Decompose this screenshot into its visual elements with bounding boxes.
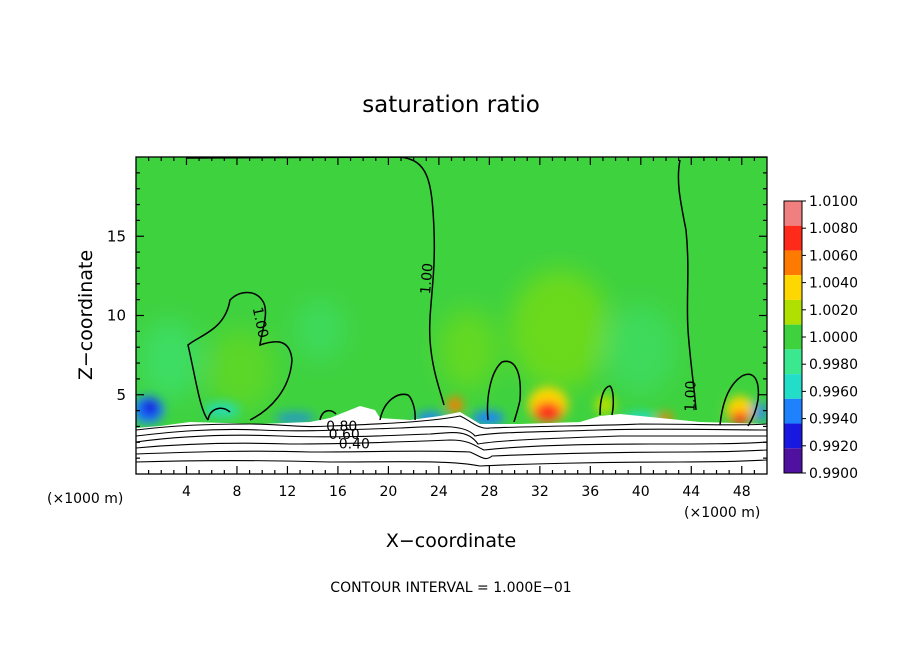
colorbar-label: 1.0060	[809, 248, 858, 264]
x-tick-label: 32	[531, 484, 549, 500]
x-tick-label: 28	[480, 484, 498, 500]
x-unit-left: (×1000 m)	[47, 491, 123, 507]
y-axis-label: Z−coordinate	[75, 250, 97, 380]
x-tick-label: 12	[279, 484, 297, 500]
colorbar-label: 0.9900	[809, 466, 858, 482]
x-tick-label: 44	[682, 484, 700, 500]
x-tick-label: 24	[430, 484, 448, 500]
y-tick-label: 10	[107, 307, 126, 325]
colorbar-label: 0.9940	[809, 412, 858, 428]
colorbar-swatch	[784, 275, 802, 300]
colorbar-swatch	[784, 250, 802, 276]
ground-contours	[136, 415, 767, 467]
colorbar-swatch	[784, 299, 802, 325]
contour-label: 1.00	[418, 262, 437, 294]
colorbar-swatch	[784, 448, 802, 473]
colorbar-label: 1.0100	[809, 194, 858, 210]
contour-label: 0.80	[326, 419, 357, 435]
x-tick-label: 36	[581, 484, 599, 500]
y-tick-labels: 5 10 15	[107, 227, 126, 404]
contour-label: 0.40	[339, 437, 370, 453]
colorbar-swatch	[784, 374, 802, 399]
y-tick-label: 15	[107, 227, 126, 245]
y-tick-label: 5	[116, 386, 126, 404]
contour-interval-note: CONTOUR INTERVAL = 1.000E−01	[330, 580, 571, 596]
colorbar-label: 0.9920	[809, 439, 858, 455]
x-tick-label: 8	[232, 484, 241, 500]
saturation-contours	[185, 157, 767, 427]
x-tick-labels: 4 8 12 16 20 24 28 32 36 40 44 48	[182, 484, 751, 500]
x-tick-label: 16	[329, 484, 347, 500]
colorbar-swatch	[784, 398, 802, 424]
axis-ticks	[136, 157, 767, 474]
colorbar-swatch	[784, 349, 802, 375]
chart-title: saturation ratio	[362, 92, 540, 118]
x-tick-label: 48	[733, 484, 751, 500]
x-tick-label: 40	[632, 484, 650, 500]
colorbar-label: 1.0040	[809, 276, 858, 292]
colorbar-label: 0.9980	[809, 357, 858, 373]
plot-area: 1.00 1.00 1.00 0.800.600.40	[136, 157, 767, 474]
colorbar-swatch	[784, 225, 802, 251]
colorbar-swatch	[784, 324, 802, 350]
colorbar-label: 1.0080	[809, 221, 858, 237]
x-unit-right: (×1000 m)	[684, 505, 760, 521]
contour-label: 0.60	[329, 427, 360, 443]
contour-label: 1.00	[249, 306, 271, 340]
colorbar-label: 0.9960	[809, 384, 858, 400]
colorbar-label: 1.0000	[809, 330, 858, 346]
contour-labels: 1.00 1.00 1.00 0.800.600.40	[249, 262, 700, 452]
x-axis-label: X−coordinate	[386, 530, 516, 552]
field-anomalies	[140, 270, 675, 410]
colorbar: 1.0100 1.0080 1.0060 1.0040 1.0020 1.0000 0.99…	[783, 194, 858, 482]
x-tick-label: 4	[182, 484, 191, 500]
colorbar-label: 1.0020	[809, 303, 858, 319]
x-tick-label: 20	[379, 484, 397, 500]
colorbar-swatch	[784, 201, 802, 226]
contour-label: 1.00	[683, 380, 700, 412]
colorbar-swatch	[784, 423, 802, 449]
